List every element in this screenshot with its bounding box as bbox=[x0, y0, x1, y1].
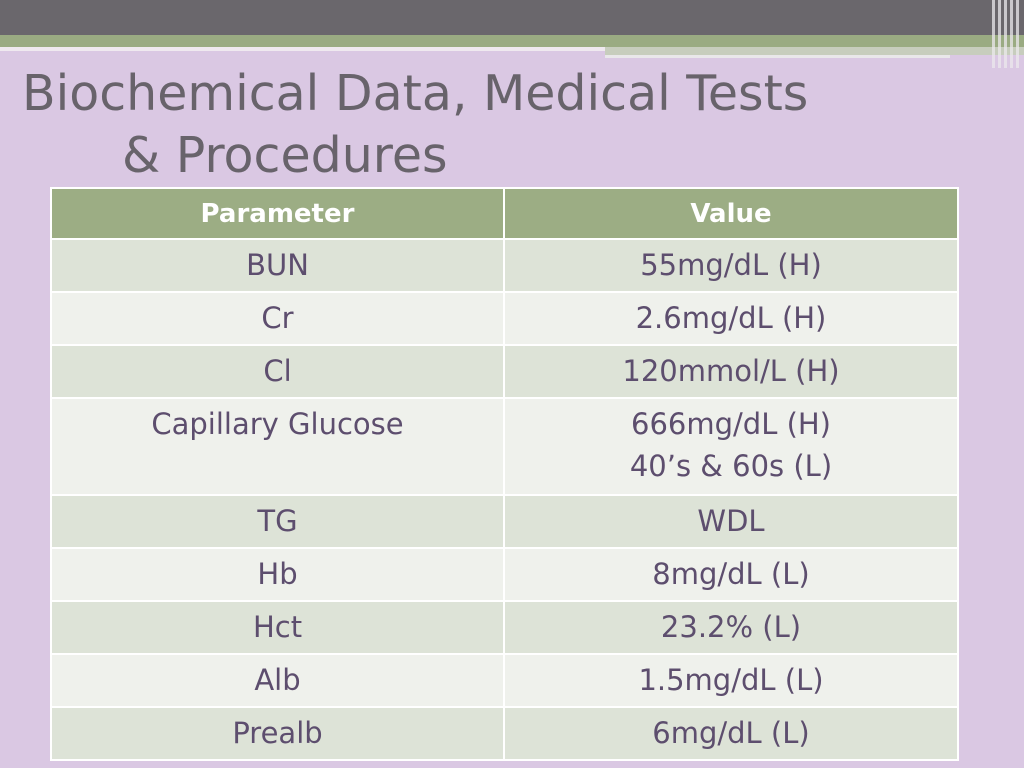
title-line-2: & Procedures bbox=[122, 127, 448, 184]
value-text: 2.6mg/dL (H) bbox=[635, 301, 827, 335]
value-cell: 120mmol/L (H) bbox=[503, 344, 959, 399]
value-cell: 6mg/dL (L) bbox=[503, 706, 959, 761]
lab-results-table: Parameter Value BUN 55mg/dL (H) Cr 2.6mg… bbox=[50, 187, 959, 761]
accent-stripe-right bbox=[605, 47, 1024, 55]
value-text: 8mg/dL (L) bbox=[652, 557, 810, 591]
table-row: Hb 8mg/dL (L) bbox=[50, 547, 959, 602]
parameter-cell: Hb bbox=[50, 547, 505, 602]
table-row: Cr 2.6mg/dL (H) bbox=[50, 291, 959, 346]
value-text: 40’s & 60s (L) bbox=[629, 449, 833, 483]
value-text: 120mmol/L (H) bbox=[622, 354, 840, 388]
value-cell: 55mg/dL (H) bbox=[503, 238, 959, 293]
table-row: Capillary Glucose 666mg/dL (H) 40’s & 60… bbox=[50, 397, 959, 496]
column-header-value: Value bbox=[503, 187, 959, 240]
value-cell: 2.6mg/dL (H) bbox=[503, 291, 959, 346]
table-row: BUN 55mg/dL (H) bbox=[50, 238, 959, 293]
parameter-cell: Alb bbox=[50, 653, 505, 708]
parameter-cell: TG bbox=[50, 494, 505, 549]
table-header-row: Parameter Value bbox=[50, 187, 959, 240]
value-text: WDL bbox=[697, 504, 765, 538]
top-bar bbox=[0, 0, 1024, 35]
value-text: 23.2% (L) bbox=[660, 610, 802, 644]
table-row: Alb 1.5mg/dL (L) bbox=[50, 653, 959, 708]
value-cell: 1.5mg/dL (L) bbox=[503, 653, 959, 708]
accent-stripe bbox=[0, 35, 1024, 47]
parameter-cell: Cr bbox=[50, 291, 505, 346]
slide-title: Biochemical Data, Medical Tests & Proced… bbox=[22, 63, 1002, 187]
value-text: 55mg/dL (H) bbox=[640, 248, 822, 282]
parameter-cell: Hct bbox=[50, 600, 505, 655]
value-cell: 23.2% (L) bbox=[503, 600, 959, 655]
value-text: 666mg/dL (H) bbox=[631, 407, 831, 441]
table-row: TG WDL bbox=[50, 494, 959, 549]
value-text: 1.5mg/dL (L) bbox=[638, 663, 824, 697]
parameter-cell: BUN bbox=[50, 238, 505, 293]
table-row: Prealb 6mg/dL (L) bbox=[50, 706, 959, 761]
accent-line bbox=[0, 47, 605, 51]
parameter-cell: Capillary Glucose bbox=[50, 397, 505, 496]
decorative-bars bbox=[992, 0, 1024, 68]
column-header-parameter: Parameter bbox=[50, 187, 505, 240]
title-line-1: Biochemical Data, Medical Tests bbox=[22, 65, 809, 122]
accent-line-right bbox=[605, 55, 950, 58]
value-cell: WDL bbox=[503, 494, 959, 549]
parameter-cell: Cl bbox=[50, 344, 505, 399]
table-row: Hct 23.2% (L) bbox=[50, 600, 959, 655]
value-text: 6mg/dL (L) bbox=[652, 716, 810, 750]
value-cell: 8mg/dL (L) bbox=[503, 547, 959, 602]
table-row: Cl 120mmol/L (H) bbox=[50, 344, 959, 399]
parameter-cell: Prealb bbox=[50, 706, 505, 761]
value-cell: 666mg/dL (H) 40’s & 60s (L) bbox=[503, 397, 959, 496]
